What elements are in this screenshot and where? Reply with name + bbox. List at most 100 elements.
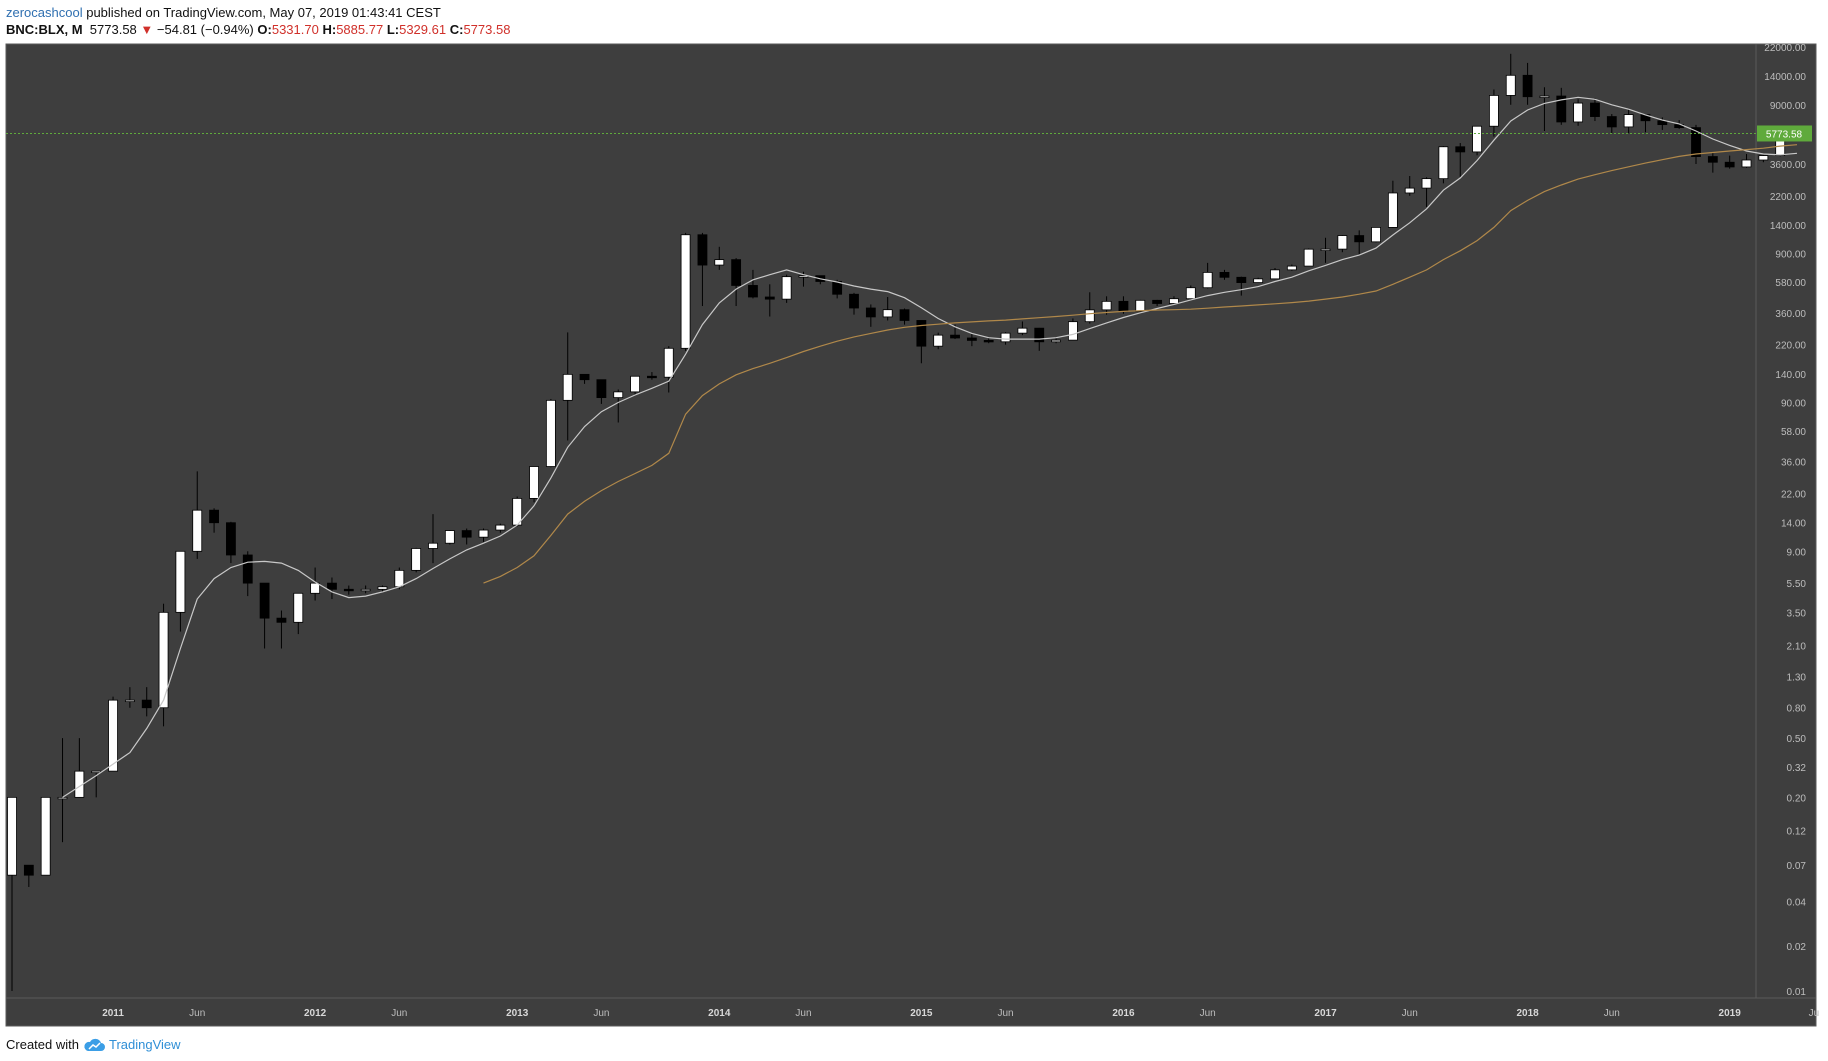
candle xyxy=(1270,268,1280,280)
candle xyxy=(495,523,506,533)
price-axis[interactable]: 22000.00 14000.00 9000.00 3600.00 2200.00 140… xyxy=(1764,43,1806,998)
candle xyxy=(781,274,792,303)
time-axis[interactable]: 2011 Jun 2012 Jun 2013 Jun 2014 Jun 2015 Jun 2016 J… xyxy=(102,1008,1819,1019)
last-price-marker: 5773.58 xyxy=(6,125,1812,142)
x-tick-label: 2015 xyxy=(910,1008,933,1019)
last-price-badge xyxy=(1757,125,1812,142)
y-tick-label: 9000.00 xyxy=(1770,101,1807,112)
author-link[interactable]: zerocashcool xyxy=(6,5,83,20)
x-tick-label: Jun xyxy=(189,1008,205,1019)
candle-body xyxy=(1438,146,1449,180)
candle-body xyxy=(394,569,405,588)
candle-body xyxy=(1185,287,1196,300)
candle xyxy=(1051,337,1061,344)
candle xyxy=(647,372,657,380)
candle-body xyxy=(1101,300,1112,311)
candle xyxy=(428,514,438,564)
candle xyxy=(1286,264,1297,271)
candle-body xyxy=(158,611,169,709)
price-change: −54.81 (−0.94%) xyxy=(156,22,254,37)
candle-body xyxy=(411,548,422,571)
y-tick-label: 580.00 xyxy=(1775,278,1806,289)
candle-body xyxy=(1472,125,1482,153)
slow-moving-average-line xyxy=(483,144,1798,584)
candle xyxy=(1505,53,1516,105)
candle xyxy=(175,550,186,632)
candle xyxy=(1758,154,1769,163)
candle xyxy=(1068,318,1078,341)
candle-body xyxy=(7,796,17,876)
y-tick-label: 220.00 xyxy=(1775,341,1806,352)
candle xyxy=(23,864,34,887)
candle-body xyxy=(1758,155,1769,161)
candle-body xyxy=(124,699,135,703)
candle-body xyxy=(343,588,354,592)
candle-body xyxy=(1657,120,1668,126)
candles xyxy=(7,53,1802,991)
candle-body xyxy=(1286,265,1297,271)
x-tick-label: 2016 xyxy=(1112,1008,1135,1019)
candle xyxy=(545,398,556,468)
candle xyxy=(1707,152,1718,173)
candle-body xyxy=(865,307,876,318)
candle-body xyxy=(226,522,236,556)
candle xyxy=(764,284,775,317)
candle-body xyxy=(478,529,489,538)
candle-body xyxy=(1371,227,1381,243)
candle xyxy=(697,232,708,307)
candle xyxy=(983,337,994,344)
low-label: L: xyxy=(386,22,400,37)
candle-body xyxy=(916,320,927,347)
candle xyxy=(327,577,337,600)
candle-body xyxy=(966,337,977,341)
candle xyxy=(1404,176,1415,196)
candle xyxy=(1169,296,1179,304)
last-price-badge-label: 5773.58 xyxy=(1766,129,1803,140)
tradingview-brand[interactable]: TradingView xyxy=(108,1037,181,1052)
candle-body xyxy=(748,285,758,298)
candle-body xyxy=(1404,187,1415,194)
candle-body xyxy=(495,524,506,531)
y-tick-label: 360.00 xyxy=(1775,309,1806,320)
candle xyxy=(343,585,354,595)
x-tick-label: Jun xyxy=(997,1008,1013,1019)
candle-body xyxy=(461,530,472,538)
footer: Created with TradingView xyxy=(6,1037,181,1053)
candle-body xyxy=(293,592,304,623)
candle xyxy=(1000,332,1011,345)
candle-body xyxy=(1169,298,1179,304)
candle-body xyxy=(832,281,843,295)
candle xyxy=(108,696,118,772)
low-value: 5329.61 xyxy=(399,22,447,37)
candle xyxy=(1101,296,1112,315)
close-label: C: xyxy=(449,22,464,37)
candle-body xyxy=(1741,159,1752,168)
candle-body xyxy=(1387,192,1398,228)
x-tick-label: 2018 xyxy=(1516,1008,1539,1019)
candle-body xyxy=(950,334,960,339)
x-tick-label: 2019 xyxy=(1719,1008,1742,1019)
candle-body xyxy=(697,234,708,266)
candle xyxy=(40,796,51,876)
candle-body xyxy=(40,796,51,876)
candle xyxy=(882,296,893,321)
candle-body xyxy=(647,375,657,379)
candle-body xyxy=(23,864,34,876)
symbol-label[interactable]: BNC:BLX, M xyxy=(6,22,83,37)
candle xyxy=(1371,227,1381,243)
candle xyxy=(579,373,590,384)
candle xyxy=(1623,108,1634,134)
x-tick-label: Ju xyxy=(1809,1008,1820,1019)
candle xyxy=(394,567,405,590)
x-tick-label: Jun xyxy=(1200,1008,1216,1019)
candle xyxy=(1590,97,1600,122)
candle-body xyxy=(1354,235,1365,243)
candle xyxy=(209,508,219,533)
y-tick-label: 140.00 xyxy=(1775,370,1806,381)
candle xyxy=(7,796,17,991)
candle xyxy=(1303,248,1314,267)
candle xyxy=(141,687,152,717)
candle xyxy=(613,389,624,423)
x-tick-label: 2014 xyxy=(708,1008,731,1019)
